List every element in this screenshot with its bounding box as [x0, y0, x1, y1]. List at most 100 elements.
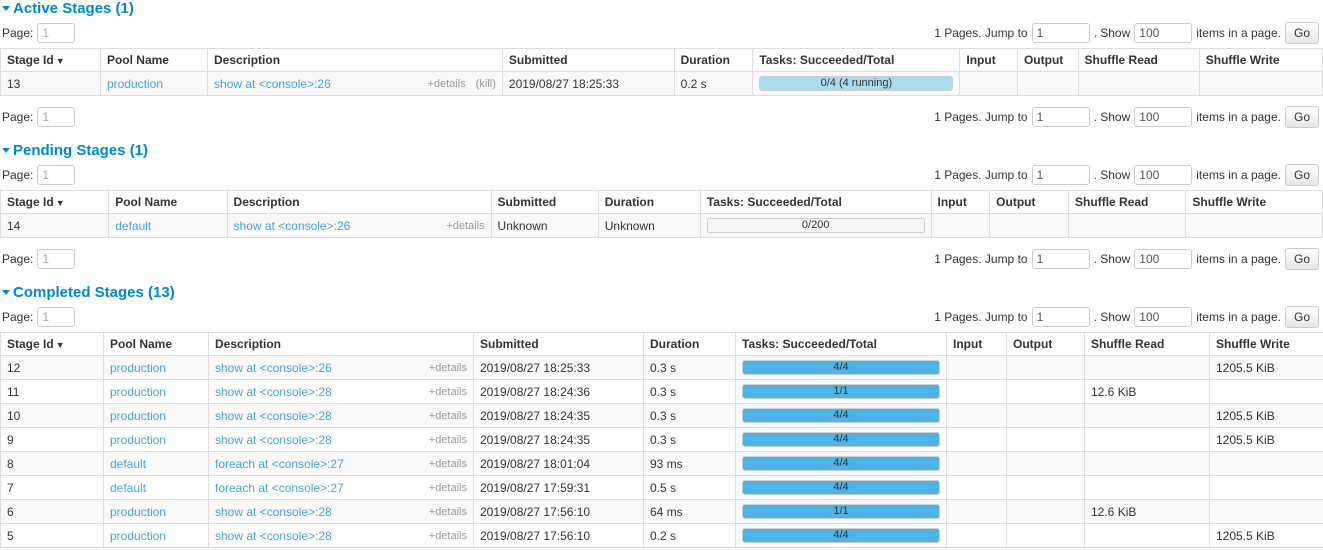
cell-stage-id: 10 [0, 403, 104, 428]
column-header-stage-id[interactable]: Stage Id ▼ [0, 332, 104, 356]
stage-description-link[interactable]: show at <console>:26 [233, 218, 351, 233]
cell-shuffle-write [1209, 475, 1323, 500]
cell-stage-id: 12 [0, 355, 104, 380]
pool-link[interactable]: production [110, 432, 167, 447]
column-header-output[interactable]: Output [989, 190, 1070, 214]
cell-input [946, 499, 1007, 524]
cell-submitted: 2019/08/27 18:24:35 [473, 403, 644, 428]
show-items-input[interactable] [1134, 107, 1193, 127]
section-header-completed[interactable]: Completed Stages (13) [0, 284, 1323, 302]
kill-stage-link[interactable]: (kill) [475, 77, 496, 90]
column-header-shuffle-write[interactable]: Shuffle Write [1199, 48, 1323, 72]
stage-description-link[interactable]: show at <console>:28 [215, 504, 332, 519]
column-header-input[interactable]: Input [946, 332, 1007, 356]
jump-to-input[interactable] [1031, 165, 1090, 185]
page-input[interactable] [37, 23, 76, 43]
column-header-duration[interactable]: Duration [643, 332, 736, 356]
column-header-shuffle-write[interactable]: Shuffle Write [1185, 190, 1323, 214]
column-header-submitted[interactable]: Submitted [473, 332, 644, 356]
stage-description-link[interactable]: show at <console>:26 [215, 360, 332, 375]
details-toggle[interactable]: +details [428, 361, 467, 374]
stage-description-link[interactable]: show at <console>:28 [215, 408, 332, 423]
go-button[interactable]: Go [1284, 106, 1319, 128]
column-header-stage-id[interactable]: Stage Id ▼ [0, 190, 110, 214]
jump-to-input[interactable] [1031, 307, 1090, 327]
column-header-description[interactable]: Description [208, 332, 474, 356]
cell-shuffle-read [1084, 427, 1210, 452]
stage-description-link[interactable]: foreach at <console>:27 [215, 480, 344, 495]
column-header-shuffle-read[interactable]: Shuffle Read [1078, 48, 1200, 72]
cell-submitted: 2019/08/27 17:56:10 [473, 499, 644, 524]
column-header-output[interactable]: Output [1017, 48, 1079, 72]
details-toggle[interactable]: +details [428, 457, 467, 470]
details-toggle[interactable]: +details [428, 529, 467, 542]
details-toggle[interactable]: +details [428, 433, 467, 446]
cell-shuffle-write [1198, 71, 1323, 96]
header-row: Stage Id ▼ Pool Name Description Submitted Du… [0, 332, 1323, 356]
column-header-description[interactable]: Description [207, 48, 503, 72]
pool-link[interactable]: production [110, 408, 167, 423]
stage-description-link[interactable]: foreach at <console>:27 [215, 456, 344, 471]
pool-link[interactable]: production [106, 76, 164, 91]
page-input[interactable] [37, 165, 76, 185]
go-button[interactable]: Go [1284, 248, 1319, 270]
pool-link[interactable]: production [110, 528, 167, 543]
details-toggle[interactable]: +details [428, 385, 467, 398]
cell-pool-name: production [103, 427, 209, 452]
go-button[interactable]: Go [1284, 164, 1319, 186]
pool-link[interactable]: default [115, 218, 152, 233]
details-toggle[interactable]: +details [428, 409, 467, 422]
column-header-tasks[interactable]: Tasks: Succeeded/Total [735, 332, 947, 356]
pool-link[interactable]: production [110, 360, 167, 375]
show-items-input[interactable] [1134, 165, 1193, 185]
column-header-shuffle-read[interactable]: Shuffle Read [1084, 332, 1210, 356]
page-input[interactable] [37, 249, 76, 269]
column-header-duration[interactable]: Duration [674, 48, 754, 72]
page-input[interactable] [37, 307, 76, 327]
section-header-active[interactable]: Active Stages (1) [0, 0, 1323, 18]
stage-description-link[interactable]: show at <console>:26 [214, 76, 331, 91]
cell-tasks: 1/1 [735, 379, 947, 404]
pool-link[interactable]: production [110, 384, 167, 399]
column-header-shuffle-write[interactable]: Shuffle Write [1209, 332, 1323, 356]
go-button[interactable]: Go [1284, 306, 1319, 328]
column-header-submitted[interactable]: Submitted [491, 190, 599, 214]
pool-link[interactable]: default [110, 480, 147, 495]
column-header-shuffle-read[interactable]: Shuffle Read [1068, 190, 1187, 214]
go-button[interactable]: Go [1284, 22, 1319, 44]
section-header-pending[interactable]: Pending Stages (1) [0, 142, 1323, 160]
pool-link[interactable]: default [110, 456, 147, 471]
details-toggle[interactable]: +details [446, 219, 485, 232]
column-header-tasks[interactable]: Tasks: Succeeded/Total [700, 190, 932, 214]
stage-description-link[interactable]: show at <console>:28 [215, 432, 332, 447]
stage-description-link[interactable]: show at <console>:28 [215, 528, 332, 543]
column-header-input[interactable]: Input [931, 190, 991, 214]
cell-submitted: 2019/08/27 18:01:04 [473, 451, 644, 476]
jump-to-input[interactable] [1031, 249, 1090, 269]
column-header-tasks[interactable]: Tasks: Succeeded/Total [752, 48, 961, 72]
jump-to-input[interactable] [1031, 23, 1090, 43]
details-toggle[interactable]: +details [428, 505, 467, 518]
task-progress-label: 4/4 [833, 457, 849, 469]
page-input[interactable] [37, 107, 76, 127]
details-toggle[interactable]: +details [428, 481, 467, 494]
stage-description-link[interactable]: show at <console>:28 [215, 384, 332, 399]
cell-submitted: 2019/08/27 17:56:10 [473, 523, 644, 548]
show-items-input[interactable] [1134, 307, 1193, 327]
show-items-input[interactable] [1134, 249, 1193, 269]
cell-input [946, 379, 1007, 404]
column-header-stage-id[interactable]: Stage Id ▼ [0, 48, 101, 72]
column-header-duration[interactable]: Duration [598, 190, 701, 214]
task-progress-fill [743, 433, 939, 446]
column-header-output[interactable]: Output [1006, 332, 1085, 356]
show-items-input[interactable] [1134, 23, 1193, 43]
column-header-input[interactable]: Input [959, 48, 1018, 72]
column-header-pool-name[interactable]: Pool Name [100, 48, 209, 72]
column-header-pool-name[interactable]: Pool Name [108, 190, 228, 214]
column-header-submitted[interactable]: Submitted [502, 48, 675, 72]
details-toggle[interactable]: +details [427, 77, 466, 90]
column-header-description[interactable]: Description [227, 190, 492, 214]
pool-link[interactable]: production [110, 504, 167, 519]
jump-to-input[interactable] [1031, 107, 1090, 127]
column-header-pool-name[interactable]: Pool Name [103, 332, 209, 356]
